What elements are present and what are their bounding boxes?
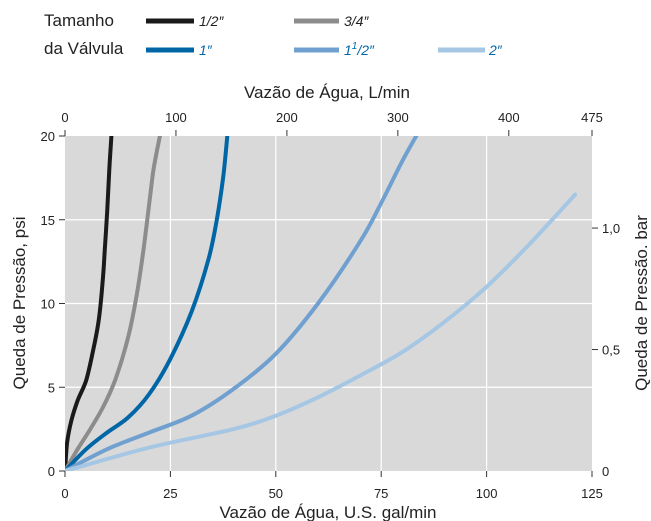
series-line-one-inch [65, 136, 230, 471]
x-tick-label: 100 [476, 486, 498, 501]
x-tick-label: 0 [61, 486, 68, 501]
x-tick-label: 75 [374, 486, 388, 501]
y2-tick-label: 0 [602, 464, 609, 479]
series-line-one-and-half-inch [65, 136, 419, 471]
right-axis-title: Queda de Pressão. bar [632, 215, 651, 391]
series-line-two-inch [65, 192, 578, 471]
x2-tick-label: 200 [276, 110, 298, 125]
y-tick-label: 15 [41, 213, 55, 228]
legend-label-one-and-half-inch: 11/2″ [344, 41, 375, 58]
x-tick-label: 50 [269, 486, 283, 501]
y-tick-label: 0 [48, 464, 55, 479]
legend: Tamanho da Válvula 1/2″ 3/4″ 1″ 11/2″ 2″ [44, 11, 503, 58]
legend-label-three-quarter-inch: 3/4″ [344, 13, 369, 29]
y2-tick-label: 0,5 [602, 343, 620, 358]
bottom-axis-title: Vazão de Água, U.S. gal/min [219, 503, 436, 521]
x2-tick-label: 475 [581, 110, 603, 125]
legend-label-one-inch: 1″ [199, 42, 213, 58]
x2-tick-label: 300 [387, 110, 409, 125]
legend-title-line1: Tamanho [44, 11, 114, 30]
x-tick-label: 125 [581, 486, 603, 501]
x-tick-label: 25 [163, 486, 177, 501]
top-axis-title: Vazão de Água, L/min [244, 83, 410, 102]
x2-tick-label: 400 [498, 110, 520, 125]
y-tick-label: 10 [41, 297, 55, 312]
y-tick-label: 5 [48, 380, 55, 395]
legend-label-half-inch: 1/2″ [199, 13, 224, 29]
series-line-three-quarter-inch [65, 136, 162, 471]
y2-tick-label: 1,0 [602, 221, 620, 236]
x2-tick-label: 0 [61, 110, 68, 125]
series-line-half-inch [65, 136, 114, 471]
legend-label-two-inch: 2″ [488, 42, 503, 58]
y-tick-label: 20 [41, 129, 55, 144]
left-axis-title: Queda de Pressão, psi [10, 217, 29, 390]
legend-title-line2: da Válvula [44, 39, 124, 58]
series-layer [65, 136, 578, 471]
x2-tick-label: 100 [165, 110, 187, 125]
